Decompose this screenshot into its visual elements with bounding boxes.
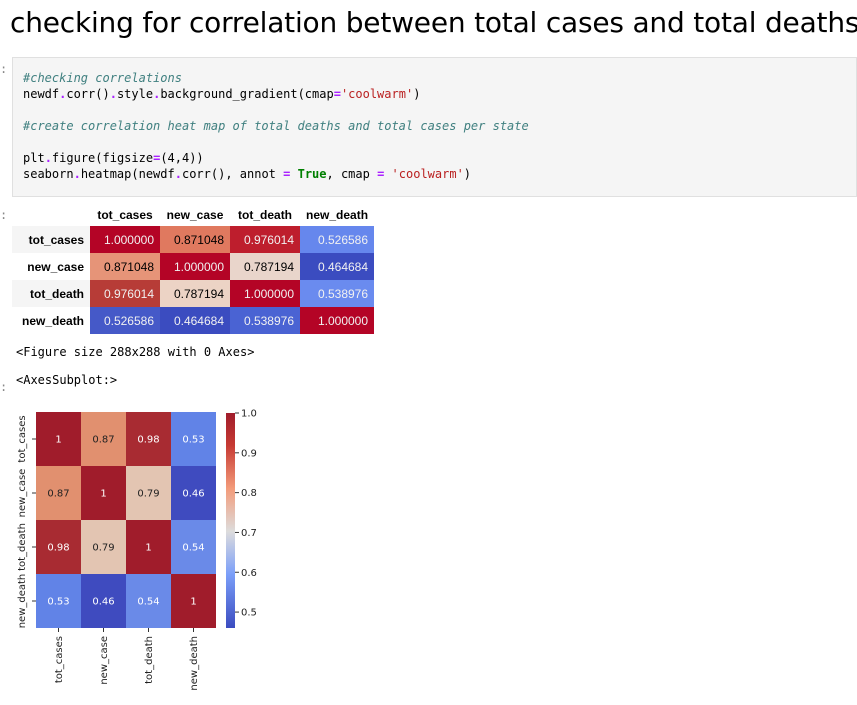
y-tick-label: tot_cases bbox=[17, 415, 28, 462]
table-row: new_death 0.526586 0.464684 0.538976 1.00000… bbox=[12, 307, 375, 334]
heatmap-annotation: 1 bbox=[55, 435, 61, 446]
table-cell: 0.871048 bbox=[160, 226, 231, 253]
x-tick-label: new_case bbox=[99, 636, 110, 685]
heatmap-annotation: 1 bbox=[190, 597, 196, 608]
x-tick-label: tot_cases bbox=[54, 636, 65, 683]
heatmap-annotation: 0.79 bbox=[92, 543, 114, 554]
heatmap-cell bbox=[36, 466, 81, 520]
row-header: new_death bbox=[22, 313, 85, 328]
colorbar-tick-label: 0.7 bbox=[241, 528, 257, 539]
table-cell: 0.464684 bbox=[160, 307, 231, 334]
page-title: checking for correlation between total c… bbox=[10, 6, 857, 39]
row-header: tot_death bbox=[12, 280, 91, 307]
table-cell: 0.976014 bbox=[230, 226, 301, 253]
heatmap-cell bbox=[81, 520, 126, 574]
table-cell: 1.000000 bbox=[90, 226, 161, 253]
row-header: new_case bbox=[27, 259, 85, 274]
table-row: tot_cases 1.000000 0.871048 0.976014 0.52658… bbox=[12, 226, 375, 253]
table-cell: 0.787194 bbox=[230, 253, 301, 280]
code-line: #create correlation heat map of total de… bbox=[23, 118, 846, 134]
x-tick-label: new_death bbox=[189, 636, 200, 691]
table-cell: 1.000000 bbox=[230, 280, 301, 307]
colorbar-tick-label: 0.8 bbox=[241, 488, 257, 499]
colorbar-tick-label: 1.0 bbox=[241, 409, 257, 420]
column-header: tot_death bbox=[238, 208, 293, 222]
heatmap-annotation: 0.87 bbox=[47, 489, 69, 500]
heatmap-annotation: 0.46 bbox=[182, 489, 204, 500]
code-line: plt.figure(figsize=(4,4)) bbox=[23, 151, 204, 165]
heatmap-cell bbox=[126, 520, 171, 574]
output-prompt-marker: : bbox=[0, 380, 8, 394]
y-tick-label: tot_death bbox=[17, 523, 28, 571]
colorbar-tick-label: 0.6 bbox=[241, 568, 257, 579]
heatmap-annotation: 0.54 bbox=[182, 543, 204, 554]
code-line: newdf.corr().style.background_gradient(c… bbox=[23, 87, 421, 101]
heatmap-cell bbox=[126, 466, 171, 520]
y-tick-label: new_case bbox=[17, 469, 28, 518]
correlation-heatmap: 1 0.87 0.98 0.53 0.87 1 0.79 0.46 0.98 0.79 1 0.54 0… bbox=[17, 409, 257, 691]
heatmap-cell bbox=[36, 574, 81, 628]
heatmap-annotation: 1 bbox=[145, 543, 151, 554]
heatmap-annotation: 0.54 bbox=[137, 597, 159, 608]
table-cell: 0.787194 bbox=[160, 280, 231, 307]
output-prompt-marker: : bbox=[0, 208, 8, 222]
table-cell: 0.526586 bbox=[300, 226, 375, 253]
heatmap-cell bbox=[81, 412, 126, 466]
heatmap-cell bbox=[171, 412, 216, 466]
table-corner bbox=[12, 204, 90, 226]
code-line: seaborn.heatmap(newdf.corr(), annot = Tr… bbox=[23, 167, 472, 181]
heatmap-annotation: 0.53 bbox=[47, 597, 69, 608]
colorbar bbox=[226, 413, 235, 628]
table-cell: 0.526586 bbox=[90, 307, 161, 334]
heatmap-annotation: 0.87 bbox=[92, 435, 114, 446]
heatmap-cell bbox=[36, 520, 81, 574]
x-tick-label: tot_death bbox=[144, 636, 155, 684]
heatmap-cell bbox=[126, 574, 171, 628]
y-tick-label: new_death bbox=[17, 574, 28, 629]
heatmap-annotation: 1 bbox=[100, 489, 106, 500]
table-cell: 0.871048 bbox=[90, 253, 161, 280]
table-cell: 1.000000 bbox=[160, 253, 231, 280]
table-cell: 0.464684 bbox=[300, 253, 375, 280]
column-header: tot_cases bbox=[97, 208, 153, 222]
table-cell: 1.000000 bbox=[300, 307, 375, 334]
column-header: new_death bbox=[306, 208, 369, 222]
axes-subplot-output: <AxesSubplot:> bbox=[16, 373, 118, 387]
heatmap-annotation: 0.98 bbox=[137, 435, 159, 446]
heatmap-annotation: 0.79 bbox=[137, 489, 159, 500]
code-comment: #create correlation heat map of total de… bbox=[23, 119, 529, 133]
correlation-table: tot_cases new_case tot_death new_death t… bbox=[12, 204, 375, 334]
cell-prompt-marker: : bbox=[0, 62, 8, 76]
code-line: #checking correlations bbox=[23, 70, 846, 86]
heatmap-cell bbox=[81, 466, 126, 520]
colorbar-tick-label: 0.5 bbox=[241, 608, 257, 619]
heatmap-cell bbox=[36, 412, 81, 466]
heatmap-cell bbox=[126, 412, 171, 466]
column-header: new_case bbox=[166, 208, 224, 222]
table-cell: 0.976014 bbox=[90, 280, 161, 307]
table-cell: 0.538976 bbox=[230, 307, 301, 334]
colorbar-tick-label: 0.9 bbox=[241, 448, 257, 459]
heatmap-cell bbox=[81, 574, 126, 628]
table-cell: 0.538976 bbox=[300, 280, 375, 307]
code-comment: #checking correlations bbox=[23, 71, 182, 85]
code-cell[interactable]: #checking correlations newdf.corr().styl… bbox=[12, 57, 857, 197]
table-row: tot_death 0.976014 0.787194 1.000000 0.53897… bbox=[12, 280, 375, 307]
table-row: new_case 0.871048 1.000000 0.787194 0.464684 bbox=[12, 253, 375, 280]
figure-size-output: <Figure size 288x288 with 0 Axes> bbox=[16, 345, 255, 359]
heatmap-annotation: 0.98 bbox=[47, 543, 69, 554]
heatmap-cell bbox=[171, 574, 216, 628]
heatmap-annotation: 0.46 bbox=[92, 597, 114, 608]
heatmap-cell bbox=[171, 520, 216, 574]
heatmap-cell bbox=[171, 466, 216, 520]
heatmap-annotation: 0.53 bbox=[182, 435, 204, 446]
row-header: tot_cases bbox=[12, 226, 91, 253]
